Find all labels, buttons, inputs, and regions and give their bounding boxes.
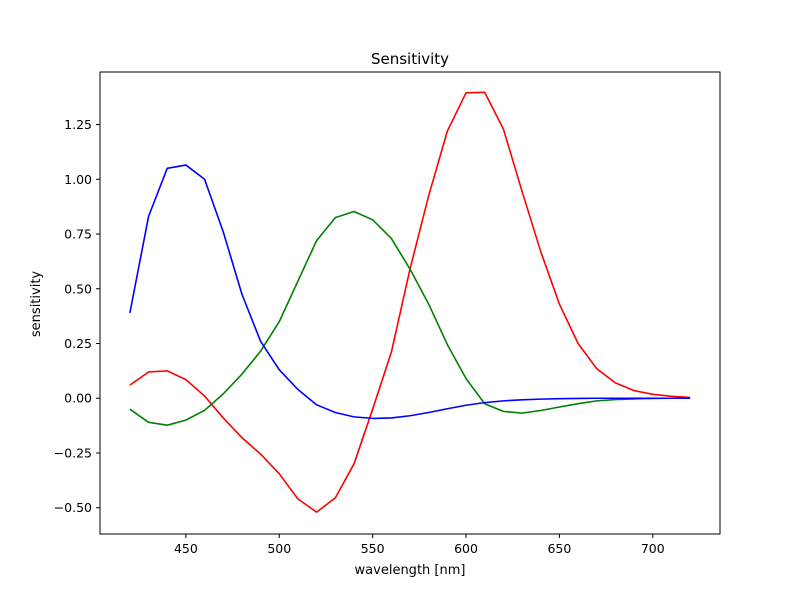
y-tick-label: 0.50 [64,281,92,296]
y-axis: −0.50 −0.25 0.00 0.25 0.50 0.75 1.00 1.25 [54,117,100,515]
chart-title: Sensitivity [371,50,449,68]
x-tick-label: 450 [174,541,198,556]
x-axis-label: wavelength [nm] [355,563,466,578]
y-axis-label: sensitivity [29,271,44,338]
x-tick-label: 550 [361,541,385,556]
x-tick-label: 600 [454,541,478,556]
y-tick-label: 0.75 [64,227,92,242]
x-tick-label: 500 [267,541,291,556]
series-line-1 [129,210,691,426]
x-axis: 450 500 550 600 650 700 [174,534,665,556]
series-line-2 [129,164,691,420]
plot-area [99,71,721,535]
x-tick-label: 700 [641,541,665,556]
y-tick-label: 0.00 [64,391,92,406]
y-tick-label: −0.25 [54,445,92,460]
y-tick-label: 1.00 [64,172,92,187]
plot-frame [99,71,721,535]
y-tick-label: 0.25 [64,336,92,351]
y-tick-label: −0.50 [54,500,92,515]
y-tick-label: 1.25 [64,117,92,132]
x-tick-label: 650 [547,541,571,556]
